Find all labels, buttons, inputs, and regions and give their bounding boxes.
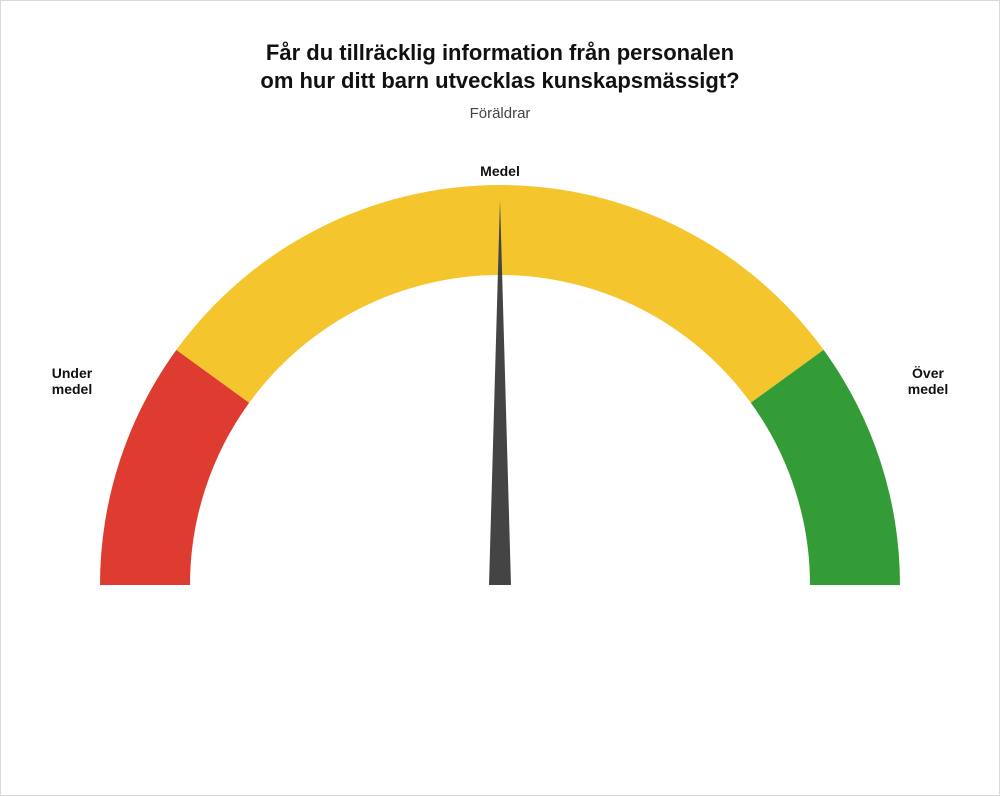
title-line-2: om hur ditt barn utvecklas kunskapsmässi… — [260, 68, 739, 93]
chart-title: Får du tillräcklig information från pers… — [1, 39, 999, 94]
gauge-svg — [96, 181, 904, 609]
chart-subtitle: Föräldrar — [1, 105, 999, 122]
gauge-label-medel: Medel — [470, 163, 530, 179]
gauge-label-under-medel: Under medel — [42, 365, 102, 397]
gauge-label-over-medel: Över medel — [898, 365, 958, 397]
title-line-1: Får du tillräcklig information från pers… — [266, 40, 734, 65]
gauge: Under medel Medel Över medel — [96, 181, 904, 609]
chart-frame: Får du tillräcklig information från pers… — [0, 0, 1000, 796]
